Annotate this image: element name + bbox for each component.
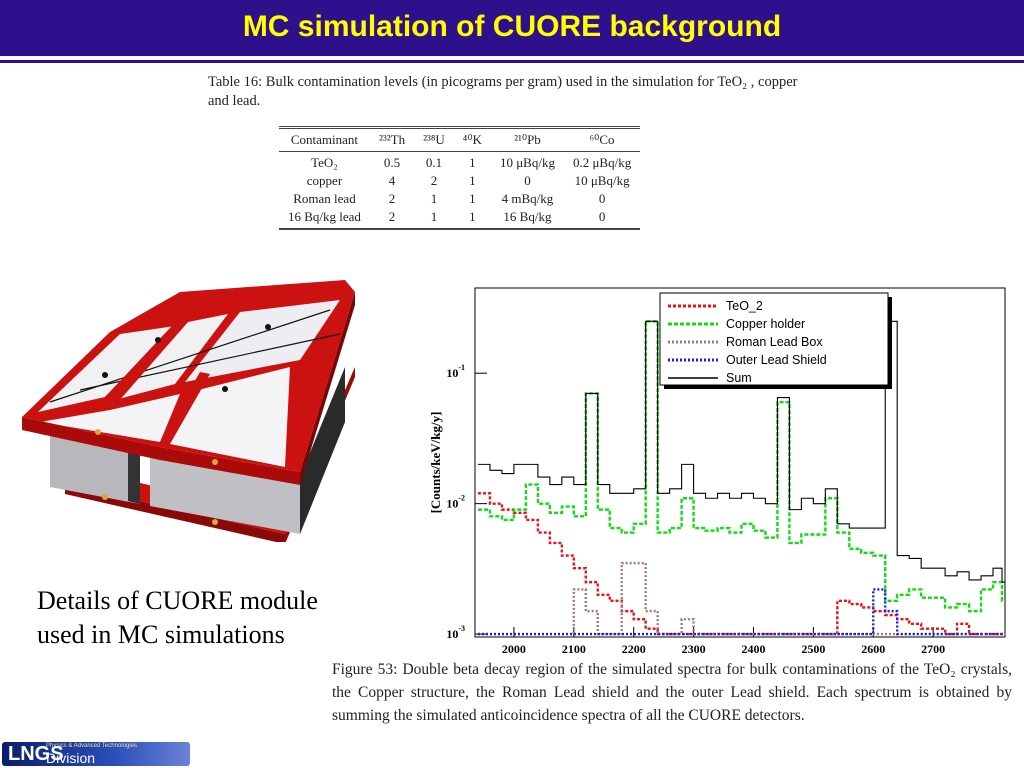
table-header: Contaminant ²³²Th ²³⁸U ⁴⁰K ²¹⁰Pb ⁶⁰Co xyxy=(279,126,641,152)
legend-label: TeO_2 xyxy=(726,299,763,313)
legend-label: Outer Lead Shield xyxy=(726,353,827,367)
table-cell: 0 xyxy=(524,173,531,188)
screw xyxy=(212,519,218,525)
slide-title: MC simulation of CUORE background xyxy=(242,10,782,43)
top-panel xyxy=(115,314,228,400)
logo-small-text: Physics & Advanced Technologies xyxy=(46,743,137,749)
top-panel xyxy=(185,300,340,382)
table-cell: 2 xyxy=(369,208,415,230)
legend-label: Roman Lead Box xyxy=(726,335,823,349)
division-logo: LNGS Physics & Advanced Technologies Div… xyxy=(2,742,190,766)
spectrum-chart: 2000 2100 2200 2300 2400 2500 2600 2700 10-1 10-2… xyxy=(428,287,1006,656)
x-tick-label: 2000 xyxy=(502,642,526,656)
table-cell: 4 mBq/kg xyxy=(501,191,554,206)
series-line xyxy=(477,588,1005,636)
table-row: 16 Bq/kg lead 2 1 1 16 Bq/kg 0 xyxy=(279,208,641,230)
table-cell: 2 xyxy=(430,173,438,188)
table-cell: 1 xyxy=(469,173,476,188)
table-cell: 10 μBq/kg xyxy=(574,173,630,188)
screw xyxy=(95,429,101,435)
y-tick-label: 10-1 xyxy=(446,363,465,380)
legend-label: Sum xyxy=(726,371,752,385)
table-cell: 0.1 xyxy=(425,155,443,170)
frame-bar xyxy=(300,292,355,485)
title-underline xyxy=(0,60,1024,63)
y-tick-label: 10-3 xyxy=(446,624,465,641)
cuore-module-drawing xyxy=(22,280,355,542)
table-cell: 16 Bq/kg xyxy=(490,208,564,230)
title-bar xyxy=(0,0,1024,56)
table-cell: Roman lead xyxy=(293,191,356,206)
screw xyxy=(222,386,228,392)
x-tick-label: 2500 xyxy=(801,642,825,656)
table-cell: 0 xyxy=(563,208,641,230)
table-row: TeO₂ 0.5 0.1 1 10 μBq/kg 0.2 μBq/kg xyxy=(279,152,640,173)
frame-bar xyxy=(22,417,160,460)
series-line xyxy=(477,561,1005,636)
logo-division-text: Division xyxy=(46,750,96,766)
x-tick-label: 2700 xyxy=(921,642,945,656)
frame-bar xyxy=(160,447,300,485)
module-caption-line: Details of CUORE module xyxy=(37,586,318,615)
table-cell: 1 xyxy=(469,155,476,170)
table-cell: 16 Bq/kg lead xyxy=(279,208,370,230)
table-cell: 1 xyxy=(414,208,454,230)
screw xyxy=(212,459,218,465)
table-cell: 10 μBq/kg xyxy=(499,155,555,170)
table-caption: Table 16: Bulk contamination levels (in … xyxy=(208,74,798,109)
table-header-row: Contaminant ²³²Th ²³⁸U ⁴⁰K ²¹⁰Pb ⁶⁰Co xyxy=(279,126,641,152)
x-tick-label: 2600 xyxy=(861,642,885,656)
screw xyxy=(102,494,108,500)
series-line xyxy=(477,320,1005,613)
module-caption: Details of CUORE module used in MC simul… xyxy=(37,584,417,652)
frame-bar xyxy=(105,312,195,402)
table-body: TeO₂ 0.5 0.1 1 10 μBq/kg 0.2 μBq/kg copp… xyxy=(279,152,641,230)
screw xyxy=(102,372,108,378)
column-header: ²¹⁰Pb xyxy=(490,126,564,152)
x-tick-label: 2300 xyxy=(682,642,706,656)
top-panel xyxy=(40,394,180,442)
legend-box xyxy=(659,292,889,386)
frame-bar xyxy=(160,372,210,444)
top-panel xyxy=(170,367,290,467)
x-tick-label: 2200 xyxy=(622,642,646,656)
legend-label: Copper holder xyxy=(726,317,805,331)
table-cell: 0.2 μBq/kg xyxy=(572,155,632,170)
module-caption-line: used in MC simulations xyxy=(37,620,285,649)
screw xyxy=(265,324,271,330)
table-cell: 1 xyxy=(430,191,438,206)
table-cell: TeO₂ xyxy=(311,155,338,170)
logo-letters: LNGS xyxy=(8,743,64,765)
column-header: ²³⁸U xyxy=(414,126,454,152)
top-panel xyxy=(38,326,175,412)
column-header: ⁶⁰Co xyxy=(563,126,641,152)
table-cell: 1 xyxy=(469,191,476,206)
series-line xyxy=(477,320,1005,583)
screw xyxy=(155,337,161,343)
column-header: ²³²Th xyxy=(369,126,415,152)
crystal-block-side xyxy=(128,445,140,504)
table-row: Roman lead 2 1 1 4 mBq/kg 0 xyxy=(279,190,640,208)
figure-caption: Figure 53: Double beta decay region of t… xyxy=(332,661,1012,724)
table-cell: 4 xyxy=(388,173,396,188)
y-axis-label: [Counts/keV/kg/y] xyxy=(428,412,443,514)
table-cell: 0.5 xyxy=(383,155,401,170)
table-cell: 0 xyxy=(598,191,606,206)
crystal-block-side xyxy=(300,367,345,534)
x-tick-label: 2100 xyxy=(562,642,586,656)
table-cell: 2 xyxy=(388,191,396,206)
y-tick-label: 10-2 xyxy=(446,494,465,511)
table-cell: copper xyxy=(306,173,343,188)
x-tick-label: 2400 xyxy=(741,642,765,656)
table-row: copper 4 2 1 0 10 μBq/kg xyxy=(279,172,640,190)
column-header: ⁴⁰K xyxy=(453,126,491,152)
column-header: Contaminant xyxy=(279,126,370,152)
table-cell: 1 xyxy=(453,208,491,230)
contamination-table: Contaminant ²³²Th ²³⁸U ⁴⁰K ²¹⁰Pb ⁶⁰Co Te… xyxy=(279,126,641,230)
